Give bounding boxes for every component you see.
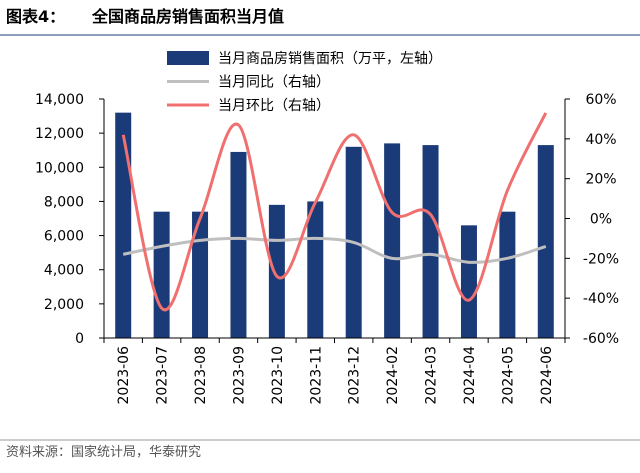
bar <box>268 204 285 338</box>
bar <box>537 145 554 338</box>
x-tick-label: 2024-03 <box>424 346 440 405</box>
legend-label: 当月同比（右轴） <box>218 75 330 91</box>
y2-tick-label: 20% <box>585 172 616 188</box>
y-tick-label: 8,000 <box>44 194 84 210</box>
x-tick-label: 2023-09 <box>231 346 247 405</box>
bar <box>230 151 247 338</box>
x-tick-label: 2024-06 <box>539 346 555 405</box>
y-tick-label: 14,000 <box>35 92 84 108</box>
legend-label: 当月环比（右轴） <box>218 98 330 114</box>
bar <box>422 145 439 338</box>
x-tick-label: 2023-06 <box>116 346 132 405</box>
legend-swatch <box>167 51 209 65</box>
x-tick-label: 2024-02 <box>385 346 401 405</box>
x-tick-label: 2023-08 <box>193 346 209 405</box>
y-tick-label: 6,000 <box>44 229 84 245</box>
figure-label: 图表4： <box>6 7 65 26</box>
x-tick-label: 2023-11 <box>308 346 324 405</box>
y2-tick-label: 0% <box>590 212 612 228</box>
y2-tick-label: -40% <box>583 291 619 307</box>
bar <box>153 211 170 338</box>
x-tick-label: 2024-04 <box>462 346 478 405</box>
bar <box>384 143 401 338</box>
y-tick-label: 4,000 <box>44 263 84 279</box>
x-tick-label: 2023-12 <box>347 346 363 405</box>
x-tick-label: 2023-07 <box>155 346 171 405</box>
y2-tick-label: 60% <box>585 92 616 108</box>
bar <box>499 211 516 338</box>
legend-label: 当月商品房销售面积（万平，左轴） <box>218 51 442 67</box>
line <box>122 236 547 264</box>
y-tick-label: 12,000 <box>35 126 84 142</box>
y-tick-label: 2,000 <box>44 297 84 313</box>
source: 资料来源：国家统计局，华泰研究 <box>6 444 201 460</box>
x-tick-label: 2023-10 <box>270 346 286 405</box>
bar <box>307 201 324 338</box>
line <box>121 112 548 312</box>
y2-tick-label: -60% <box>583 331 619 347</box>
y-tick-label: 10,000 <box>35 160 84 176</box>
bar <box>192 211 209 338</box>
y-tick-label: 0 <box>75 331 84 347</box>
y2-tick-label: -20% <box>583 251 619 267</box>
bar <box>115 112 132 339</box>
x-tick-label: 2024-05 <box>500 346 516 405</box>
bar <box>460 225 477 338</box>
chart-title: 全国商品房销售面积当月值 <box>91 7 284 26</box>
y2-tick-label: 40% <box>585 132 616 148</box>
